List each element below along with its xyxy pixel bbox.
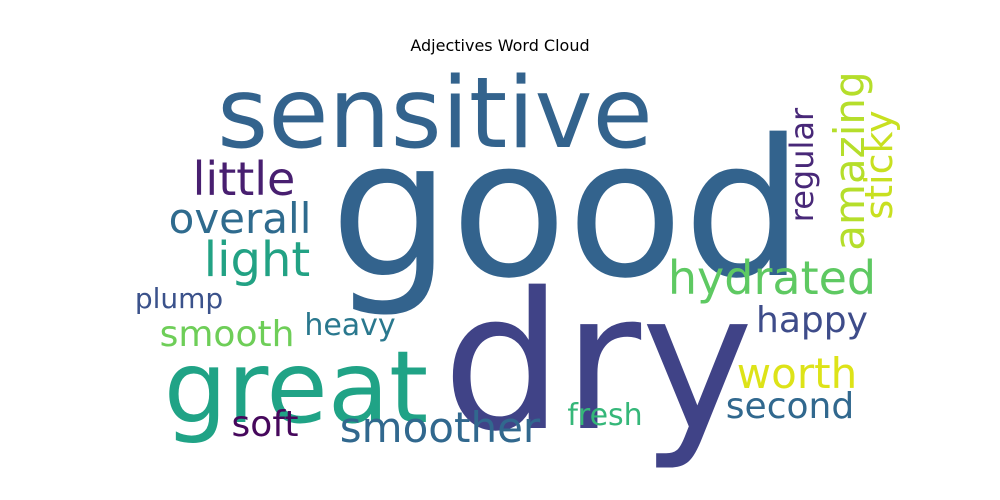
word-hydrated: hydrated — [668, 251, 876, 305]
word-great: great — [164, 329, 428, 446]
word-sensitive: sensitive — [217, 57, 653, 171]
word-little: little — [193, 152, 296, 206]
word-good: good — [330, 99, 804, 320]
word-second: second — [726, 386, 854, 427]
word-overall: overall — [169, 194, 312, 243]
word-soft: soft — [232, 404, 299, 445]
word-heavy: heavy — [304, 308, 395, 343]
word-fresh: fresh — [567, 398, 642, 433]
word-happy: happy — [756, 300, 868, 341]
word-plump: plump — [135, 282, 223, 315]
word-worth: worth — [737, 349, 857, 398]
word-smoother: smoother — [340, 403, 541, 452]
word-dry: dry — [442, 252, 753, 473]
word-light: light — [204, 232, 310, 288]
word-amazing: amazing — [825, 71, 874, 250]
word-sticky: sticky — [857, 110, 901, 219]
chart-title: Adjectives Word Cloud — [410, 36, 590, 55]
word-regular: regular — [783, 107, 821, 222]
word-smooth: smooth — [160, 314, 295, 355]
